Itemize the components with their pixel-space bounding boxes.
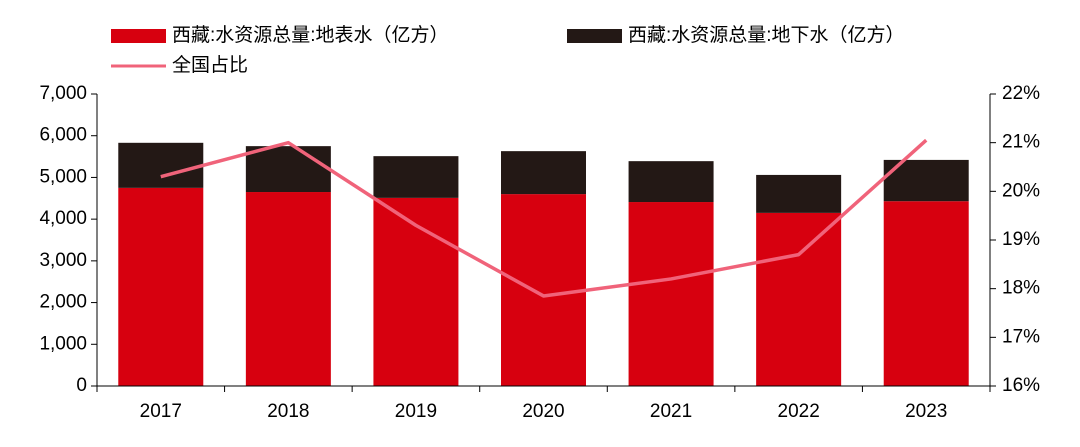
bar [756, 174, 842, 213]
y2-tick-label: 19% [1002, 229, 1040, 250]
line [160, 138, 928, 298]
x-tick-label: 2023 [905, 401, 947, 422]
bar [118, 187, 204, 386]
x-tick-label: 2018 [267, 401, 309, 422]
bar [373, 156, 459, 198]
y-tick-label: 0 [76, 375, 87, 396]
x-tick-label: 2019 [395, 401, 437, 422]
y2-tick-label: 20% [1002, 180, 1040, 201]
x-tick-label: 2021 [650, 401, 692, 422]
x-tick-label: 2017 [140, 401, 182, 422]
x-tick-label: 2020 [522, 401, 564, 422]
bar [118, 142, 204, 188]
bar [756, 212, 842, 386]
legend-swatch [111, 29, 166, 43]
y2-tick-label: 16% [1002, 375, 1040, 396]
bar [628, 202, 714, 386]
legend-label: 西藏:水资源总量:地表水（亿方） [172, 24, 449, 46]
legend-swatch [567, 29, 622, 43]
y-tick-label: 3,000 [39, 250, 87, 271]
bar [501, 194, 586, 386]
legend-label: 西藏:水资源总量:地下水（亿方） [628, 24, 905, 46]
bar [883, 201, 969, 386]
y-tick-label: 5,000 [39, 166, 87, 187]
legend-label: 全国占比 [172, 54, 248, 76]
y2-tick-label: 17% [1002, 326, 1040, 347]
y2-tick-label: 22% [1002, 83, 1040, 104]
bar [628, 161, 714, 203]
y-tick-label: 4,000 [39, 208, 87, 229]
bar [501, 151, 586, 195]
x-tick-label: 2022 [778, 401, 820, 422]
bar [373, 197, 459, 386]
y2-tick-label: 18% [1002, 278, 1040, 299]
bar [245, 146, 331, 193]
bar [245, 192, 331, 386]
y-tick-label: 1,000 [39, 333, 87, 354]
y-tick-label: 7,000 [39, 83, 87, 104]
y-tick-label: 2,000 [39, 292, 87, 313]
y-tick-label: 6,000 [39, 125, 87, 146]
y2-tick-label: 21% [1002, 132, 1040, 153]
